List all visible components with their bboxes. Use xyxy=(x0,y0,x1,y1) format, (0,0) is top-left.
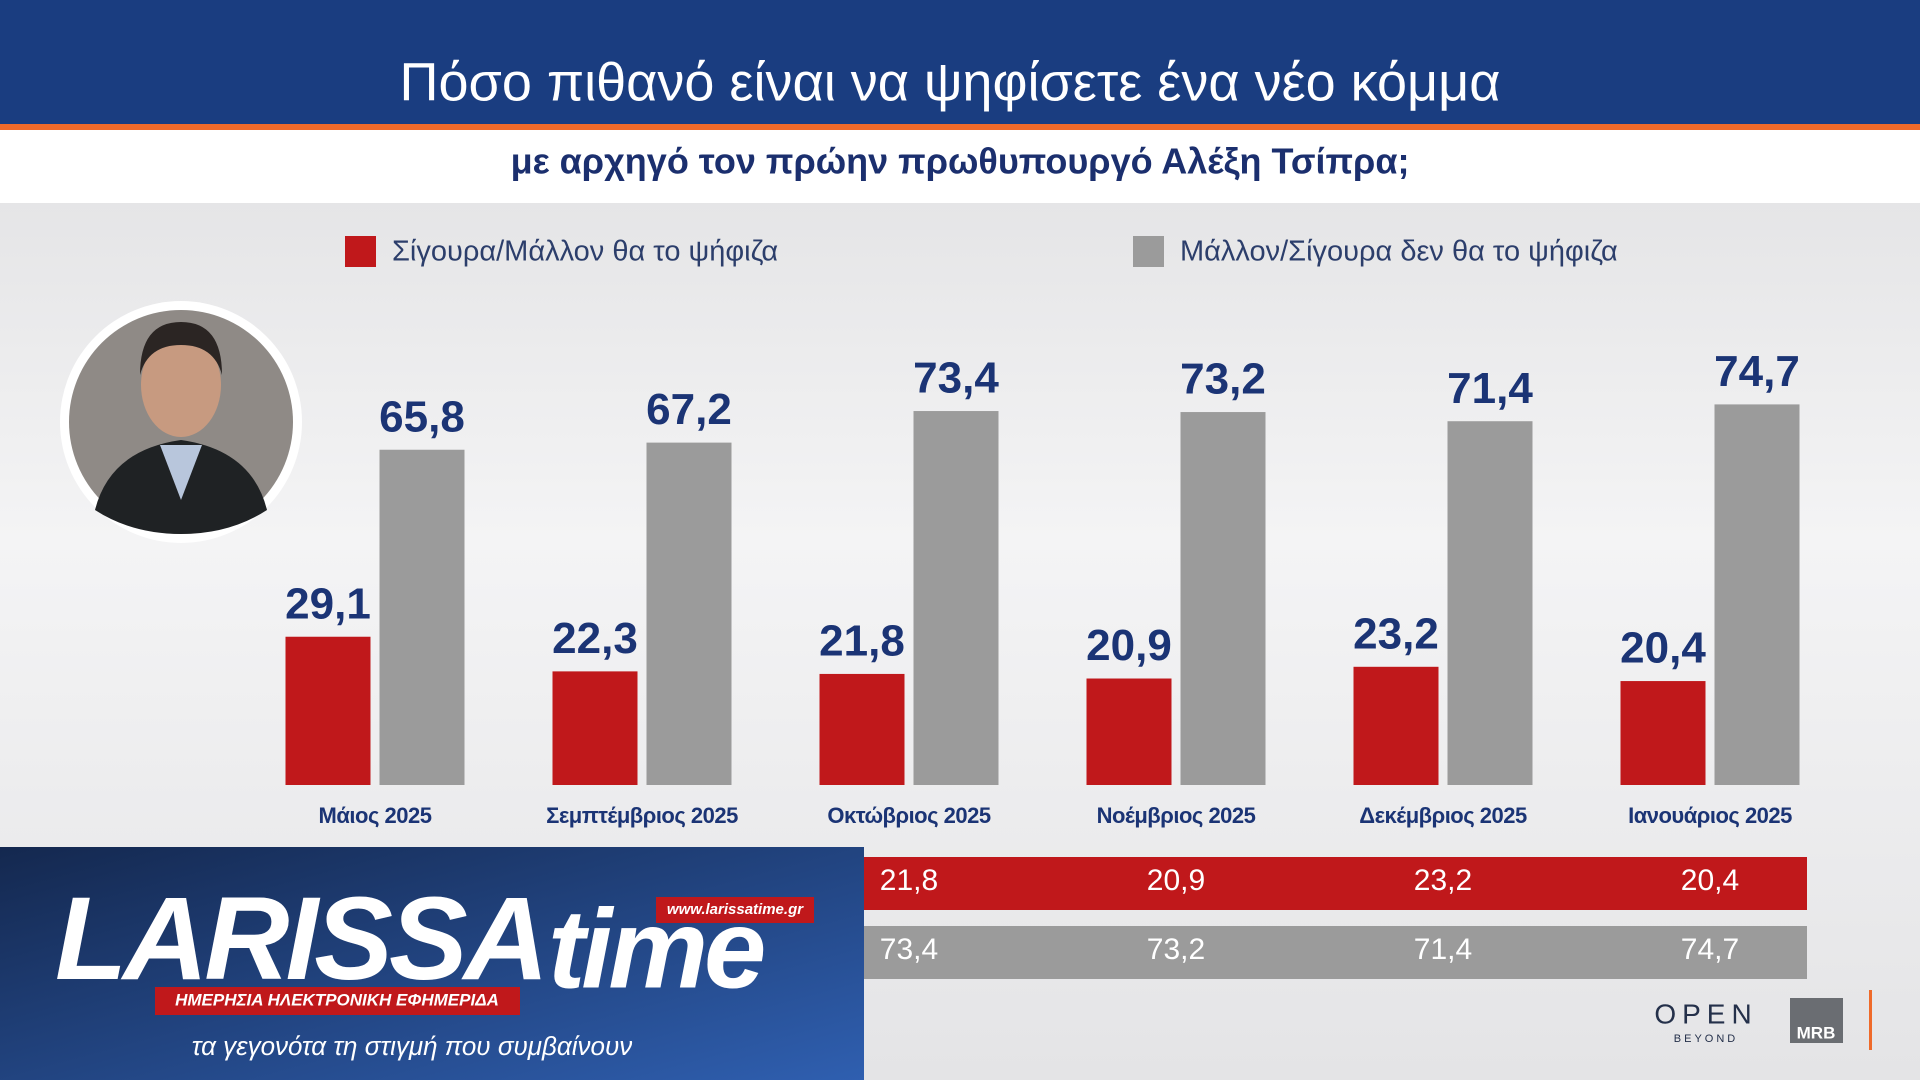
x-tick-label: Σεμπτέμβριος 2025 xyxy=(546,803,738,828)
logo-main: LARISSA xyxy=(55,873,545,1005)
table-cell: 73,4 xyxy=(880,933,938,966)
value-label: 20,4 xyxy=(1620,624,1706,673)
legend-swatch xyxy=(345,236,376,267)
x-tick-label: Μάιος 2025 xyxy=(319,803,432,828)
bar xyxy=(646,442,732,785)
bar xyxy=(819,673,905,785)
logo-tagline: ΗΜΕΡΗΣΙΑ ΗΛΕΚΤΡΟΝΙΚΗ ΕΦΗΜΕΡΙΔΑ xyxy=(175,990,499,1009)
bar xyxy=(379,449,465,785)
pollster-box xyxy=(1790,998,1843,1043)
x-tick-label: Δεκέμβριος 2025 xyxy=(1359,803,1527,828)
bar xyxy=(285,636,371,785)
value-label: 73,2 xyxy=(1180,355,1266,404)
bar xyxy=(1620,681,1706,785)
logo-url: www.larissatime.gr xyxy=(667,901,804,918)
table-row xyxy=(700,857,1807,910)
value-label: 65,8 xyxy=(379,392,465,441)
value-label: 67,2 xyxy=(646,385,732,434)
value-label: 73,4 xyxy=(913,354,999,403)
portrait xyxy=(60,301,302,543)
value-label: 21,8 xyxy=(819,617,905,666)
bar xyxy=(913,411,999,785)
x-tick-label: Νοέμβριος 2025 xyxy=(1097,803,1256,828)
value-label: 74,7 xyxy=(1714,347,1800,396)
x-tick-label: Οκτώβριος 2025 xyxy=(827,803,991,828)
legend-label: Σίγουρα/Μάλλον θα το ψήφιζα xyxy=(392,236,778,268)
logo-slogan: τα γεγονότα τη στιγμή που συμβαίνουν xyxy=(192,1031,633,1061)
table-cell: 73,2 xyxy=(1147,933,1205,966)
value-label: 22,3 xyxy=(552,614,638,663)
chart-subtitle: με αρχηγό τον πρώην πρωθυπουργό Αλέξη Τσ… xyxy=(511,141,1410,182)
bar xyxy=(1714,404,1800,785)
table-cell: 21,8 xyxy=(880,864,938,897)
accent-bar xyxy=(1869,990,1872,1050)
table-cell: 71,4 xyxy=(1414,933,1472,966)
value-label: 20,9 xyxy=(1086,621,1172,670)
bar xyxy=(1353,666,1439,785)
bar xyxy=(1447,421,1533,785)
bar xyxy=(1180,412,1266,785)
bar xyxy=(1086,678,1172,785)
table-cell: 74,7 xyxy=(1681,933,1739,966)
pollster-logo: MRB xyxy=(1797,1023,1836,1042)
summary-table xyxy=(700,857,1807,979)
legend-label: Μάλλον/Σίγουρα δεν θα το ψήφιζα xyxy=(1180,236,1618,268)
value-label: 71,4 xyxy=(1447,364,1533,413)
title-banner xyxy=(0,0,1920,124)
accent-line xyxy=(0,124,1920,130)
table-cell: 23,2 xyxy=(1414,864,1472,897)
logo-box: LARISSA time www.larissatime.gr ΗΜΕΡΗΣΙΑ… xyxy=(0,847,864,1080)
subtitle-banner xyxy=(0,130,1920,203)
table-row xyxy=(700,926,1807,979)
channel-logo: OPEN xyxy=(1654,998,1757,1029)
channel-sub: BEYOND xyxy=(1674,1033,1738,1045)
value-label: 23,2 xyxy=(1353,609,1439,658)
value-label: 29,1 xyxy=(285,579,371,628)
legend-swatch xyxy=(1133,236,1164,267)
x-tick-label: Ιανουάριος 2025 xyxy=(1628,803,1792,828)
table-cell: 20,9 xyxy=(1147,864,1205,897)
bar xyxy=(552,671,638,785)
chart-title: Πόσο πιθανό είναι να ψηφίσετε ένα νέο κό… xyxy=(399,52,1500,112)
table-cell: 20,4 xyxy=(1681,864,1739,897)
